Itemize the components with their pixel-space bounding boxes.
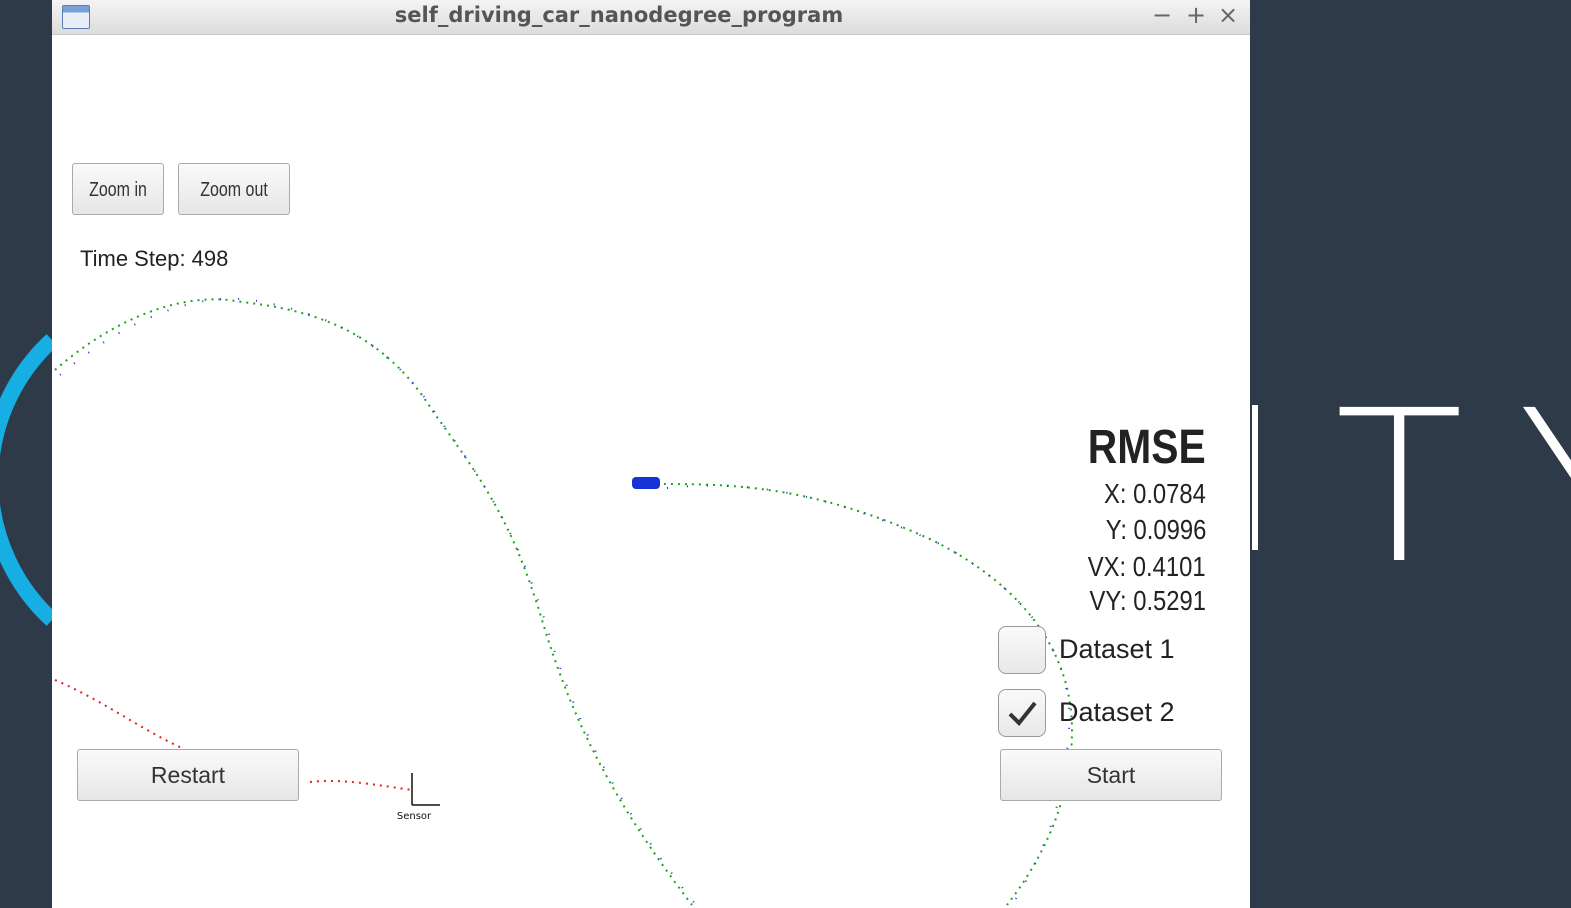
rmse-vy: VY: 0.5291 (1089, 585, 1206, 616)
window-title: self_driving_car_nanodegree_program (394, 3, 844, 27)
dataset-label[interactable]: Dataset 1 (1059, 634, 1175, 664)
minimize-button[interactable]: − (1152, 1, 1173, 29)
track-canvas: Sensor (54, 297, 1074, 906)
zoom-out-button[interactable]: Zoom out (178, 163, 290, 215)
rmse-vx: VX: 0.4101 (1088, 551, 1206, 582)
zoom-in-button[interactable]: Zoom in (72, 163, 164, 215)
check-mark (1008, 701, 1037, 726)
dataset-label[interactable]: Dataset 2 (1059, 697, 1175, 727)
rmse-title: RMSE (1088, 421, 1206, 474)
dataset-checkbox[interactable] (998, 689, 1046, 737)
logo-arc (0, 334, 52, 626)
zoom-out-label: Zoom out (200, 179, 268, 201)
app-window: Sensor self_driving_car_nanodegree_progr… (52, 0, 1250, 908)
dataset-checkbox[interactable] (998, 626, 1046, 674)
start-button[interactable]: Start (1000, 749, 1222, 801)
close-button[interactable]: × (1218, 1, 1239, 29)
car (632, 477, 660, 489)
rmse-y: Y: 0.0996 (1105, 514, 1206, 545)
maximize-button[interactable]: + (1186, 1, 1207, 29)
zoom-in-label: Zoom in (89, 179, 147, 201)
logo-bar (1252, 405, 1258, 550)
title-bar: self_driving_car_nanodegree_program − + … (52, 0, 1250, 35)
sensor-axes (411, 773, 440, 806)
rmse-x: X: 0.0784 (1104, 478, 1206, 509)
restart-button[interactable]: Restart (77, 749, 299, 801)
sensor-label: Sensor (397, 811, 432, 822)
window-icon (62, 5, 90, 29)
background-logo: TY (1335, 365, 1571, 610)
time-step: Time Step: 498 (80, 246, 229, 271)
